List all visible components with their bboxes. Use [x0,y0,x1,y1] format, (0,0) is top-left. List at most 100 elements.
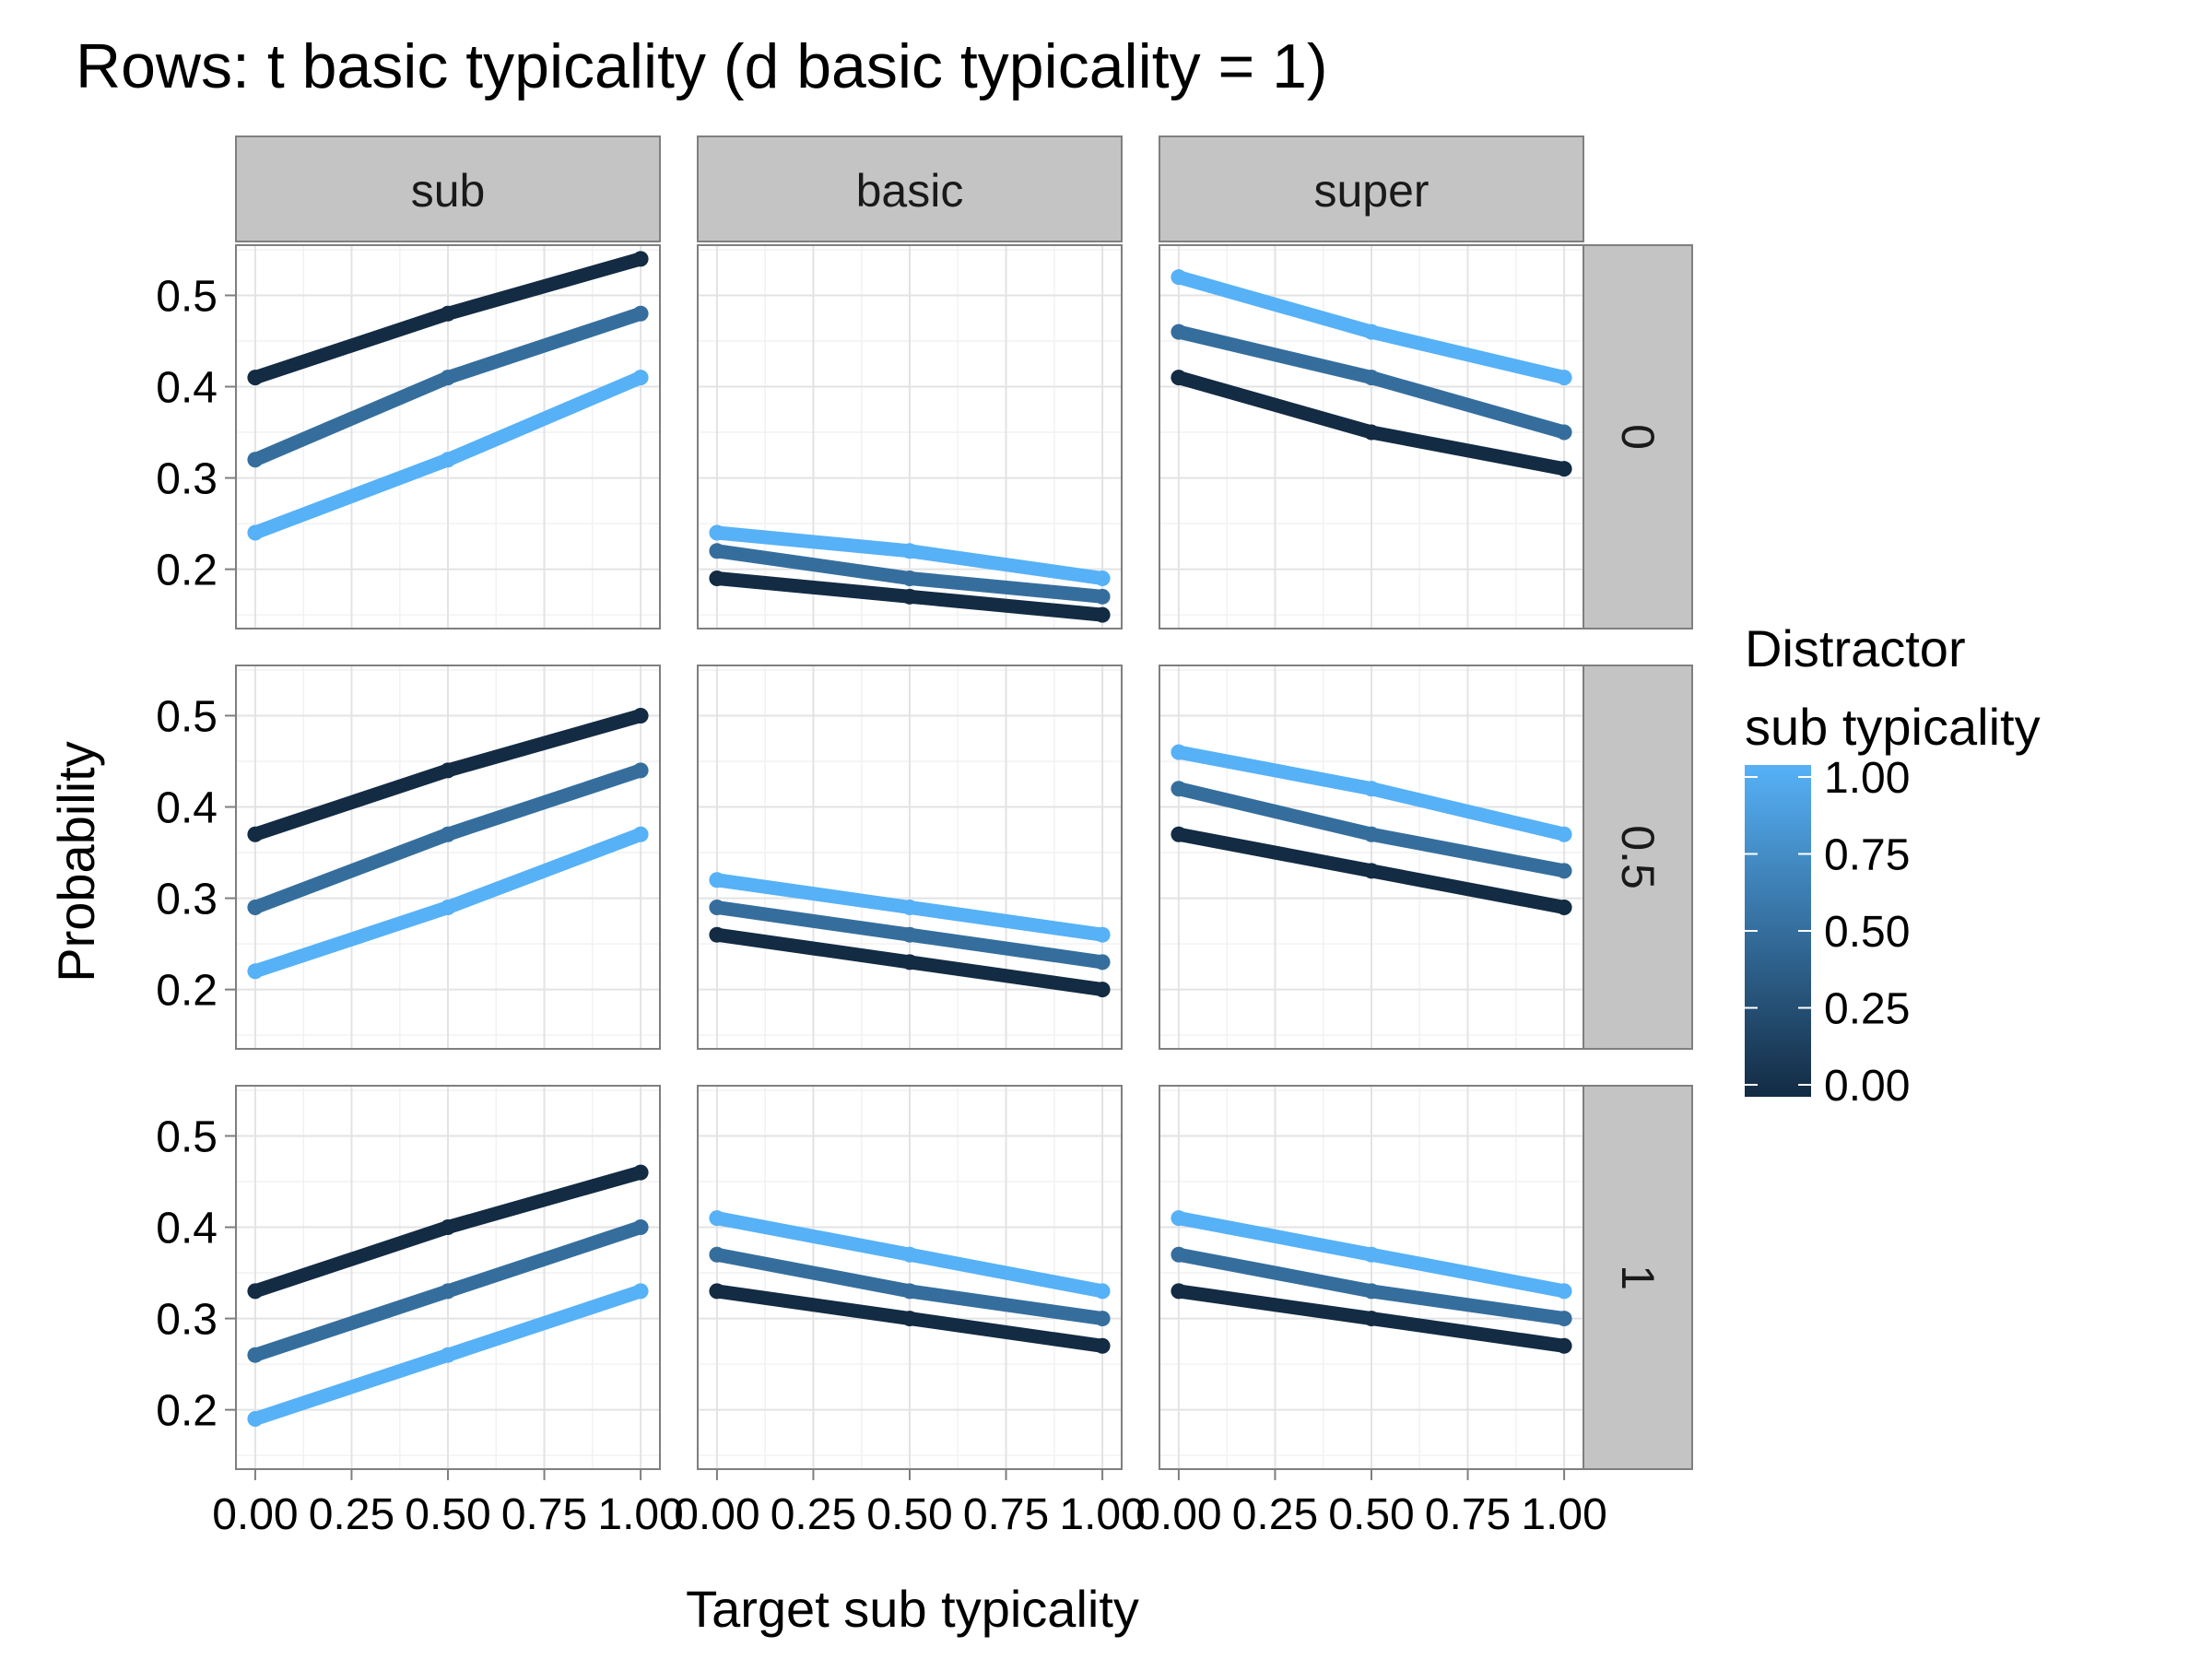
data-point [1556,899,1572,915]
data-point [632,1164,649,1181]
data-point [901,571,918,587]
data-point [247,963,264,980]
data-point [440,899,456,915]
row-strip-0 [1583,244,1693,629]
data-point [1363,826,1380,842]
data-point [1094,606,1111,623]
data-point [901,588,918,605]
legend-title-line-1: Distractor [1745,619,1966,677]
data-point [709,872,725,888]
data-point [1556,826,1572,842]
data-point [1363,781,1380,797]
panel-0.5-super [1159,665,1584,1050]
data-point [1094,982,1111,998]
data-point [440,1347,456,1363]
data-point [1556,863,1572,879]
x-tick-label: 0.00 [674,1490,759,1539]
y-tick-label: 0.2 [156,1387,218,1436]
data-point [632,826,649,842]
y-tick-label: 0.2 [156,967,218,1016]
data-point [1094,1311,1111,1327]
data-point [709,543,725,559]
data-point [440,1219,456,1236]
panel-1-super [1159,1085,1584,1470]
y-tick-label: 0.3 [156,1296,218,1345]
x-tick-label: 1.00 [1521,1490,1606,1539]
panel-0.5-sub [235,665,661,1050]
panel-0-sub [235,244,661,629]
data-point [709,899,725,915]
panel-1-basic [697,1085,1123,1470]
y-tick-label: 0.5 [156,692,218,741]
data-point [1094,571,1111,587]
data-point [1556,1311,1572,1327]
x-tick-label: 0.75 [963,1490,1049,1539]
data-point [1363,324,1380,340]
data-point [1171,1210,1187,1227]
data-point [247,1283,264,1300]
panel-border [1159,665,1584,1050]
y-tick-label: 0.4 [156,784,218,833]
row-strip-0.5 [1583,665,1693,1050]
x-tick-label: 1.00 [597,1490,683,1539]
y-tick-label: 0.4 [156,1205,218,1253]
data-point [1556,461,1572,477]
x-tick-label: 1.00 [1059,1490,1145,1539]
panel-border [697,665,1123,1050]
y-tick-label: 0.4 [156,364,218,413]
data-point [1094,1337,1111,1354]
data-point [632,1219,649,1236]
data-point [1363,424,1380,441]
color-legend: Distractor sub typicality 1.00 0.75 0.50 0.… [1745,619,2041,1111]
data-point [1171,370,1187,386]
x-tick-label: 0.25 [771,1490,856,1539]
legend-tick-label: 0.25 [1824,985,1910,1034]
column-strip-label-super: super [1313,165,1429,217]
column-strip-basic [697,135,1123,242]
panel-1-sub [235,1085,661,1470]
chart-title: Rows: t basic typicality (d basic typica… [76,31,1328,101]
data-point [709,926,725,943]
x-tick-label: 0.50 [405,1490,490,1539]
legend-tick-label: 0.50 [1824,908,1910,957]
data-point [247,370,264,386]
data-point [901,1246,918,1263]
data-point [1556,424,1572,441]
panel-border [697,244,1123,629]
data-point [632,251,649,267]
x-tick-label: 0.75 [1425,1490,1511,1539]
data-point [632,1283,649,1300]
x-tick-label: 0.50 [1328,1490,1414,1539]
data-point [1171,324,1187,340]
data-point [709,1210,725,1227]
panel-0-basic [697,244,1123,629]
data-point [1171,781,1187,797]
data-point [901,1283,918,1300]
data-point [632,707,649,724]
data-point [1556,1337,1572,1354]
data-point [440,305,456,322]
data-point [247,826,264,842]
data-point [1363,1311,1380,1327]
x-tick-label: 0.00 [212,1490,298,1539]
legend-title-line-2: sub typicality [1745,698,2041,756]
y-tick-label: 0.3 [156,876,218,924]
x-tick-label: 0.75 [501,1490,587,1539]
column-strip-super [1159,135,1584,242]
legend-tick-label: 0.00 [1824,1062,1910,1111]
data-point [1171,1246,1187,1263]
data-point [1094,1283,1111,1300]
y-tick-label: 0.3 [156,455,218,504]
data-point [440,1283,456,1300]
data-point [1556,1283,1572,1300]
panel-border [1159,244,1584,629]
data-point [632,305,649,322]
panel-border [235,244,661,629]
data-point [1094,954,1111,971]
data-point [901,926,918,943]
y-tick-label: 0.2 [156,547,218,595]
x-tick-label: 0.00 [1135,1490,1221,1539]
row-strip-label-1: 1 [1612,1265,1664,1290]
panel-0.5-basic [697,665,1123,1050]
panel-0-super [1159,244,1584,629]
